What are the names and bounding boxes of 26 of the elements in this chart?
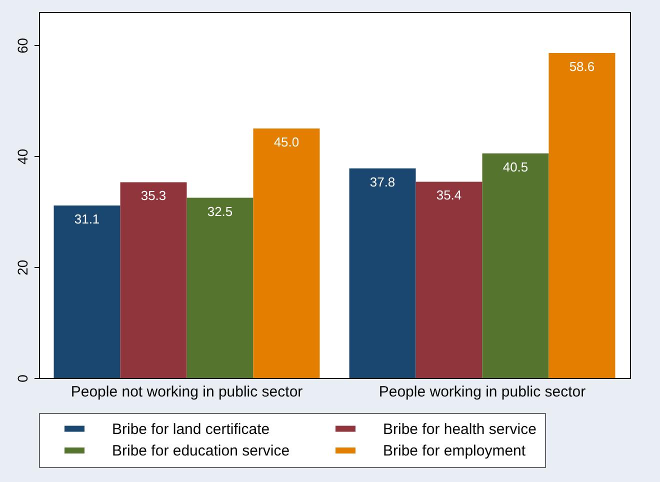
bar [349, 168, 416, 378]
text: 32.5 [207, 204, 233, 219]
bar [54, 206, 120, 378]
text: 37.8 [370, 174, 396, 190]
y-tick-label: 20 [14, 260, 30, 276]
text: 58.6 [569, 59, 595, 74]
y-tick-label: 60 [14, 38, 30, 54]
bar [253, 128, 320, 378]
text: 31.1 [74, 212, 100, 227]
x-tick-label: People not working in public sector [70, 384, 303, 400]
bar [548, 53, 616, 378]
y-tick-label: 0 [14, 374, 30, 382]
text: 35.3 [140, 188, 166, 204]
legend-label: Bribe for education service [112, 442, 290, 460]
text: 40.5 [502, 159, 528, 174]
bar [482, 153, 549, 378]
legend-label: Bribe for employment [383, 442, 526, 460]
bar [120, 182, 187, 378]
legend-label: Bribe for land certificate [112, 420, 270, 438]
bar [416, 182, 482, 378]
text: 35.4 [436, 188, 462, 203]
y-tick-label: 40 [14, 148, 30, 164]
text: 45.0 [274, 134, 300, 150]
bar [186, 198, 254, 378]
legend-label: Bribe for health service [383, 420, 536, 438]
x-tick-label: People working in public sector [378, 384, 586, 400]
